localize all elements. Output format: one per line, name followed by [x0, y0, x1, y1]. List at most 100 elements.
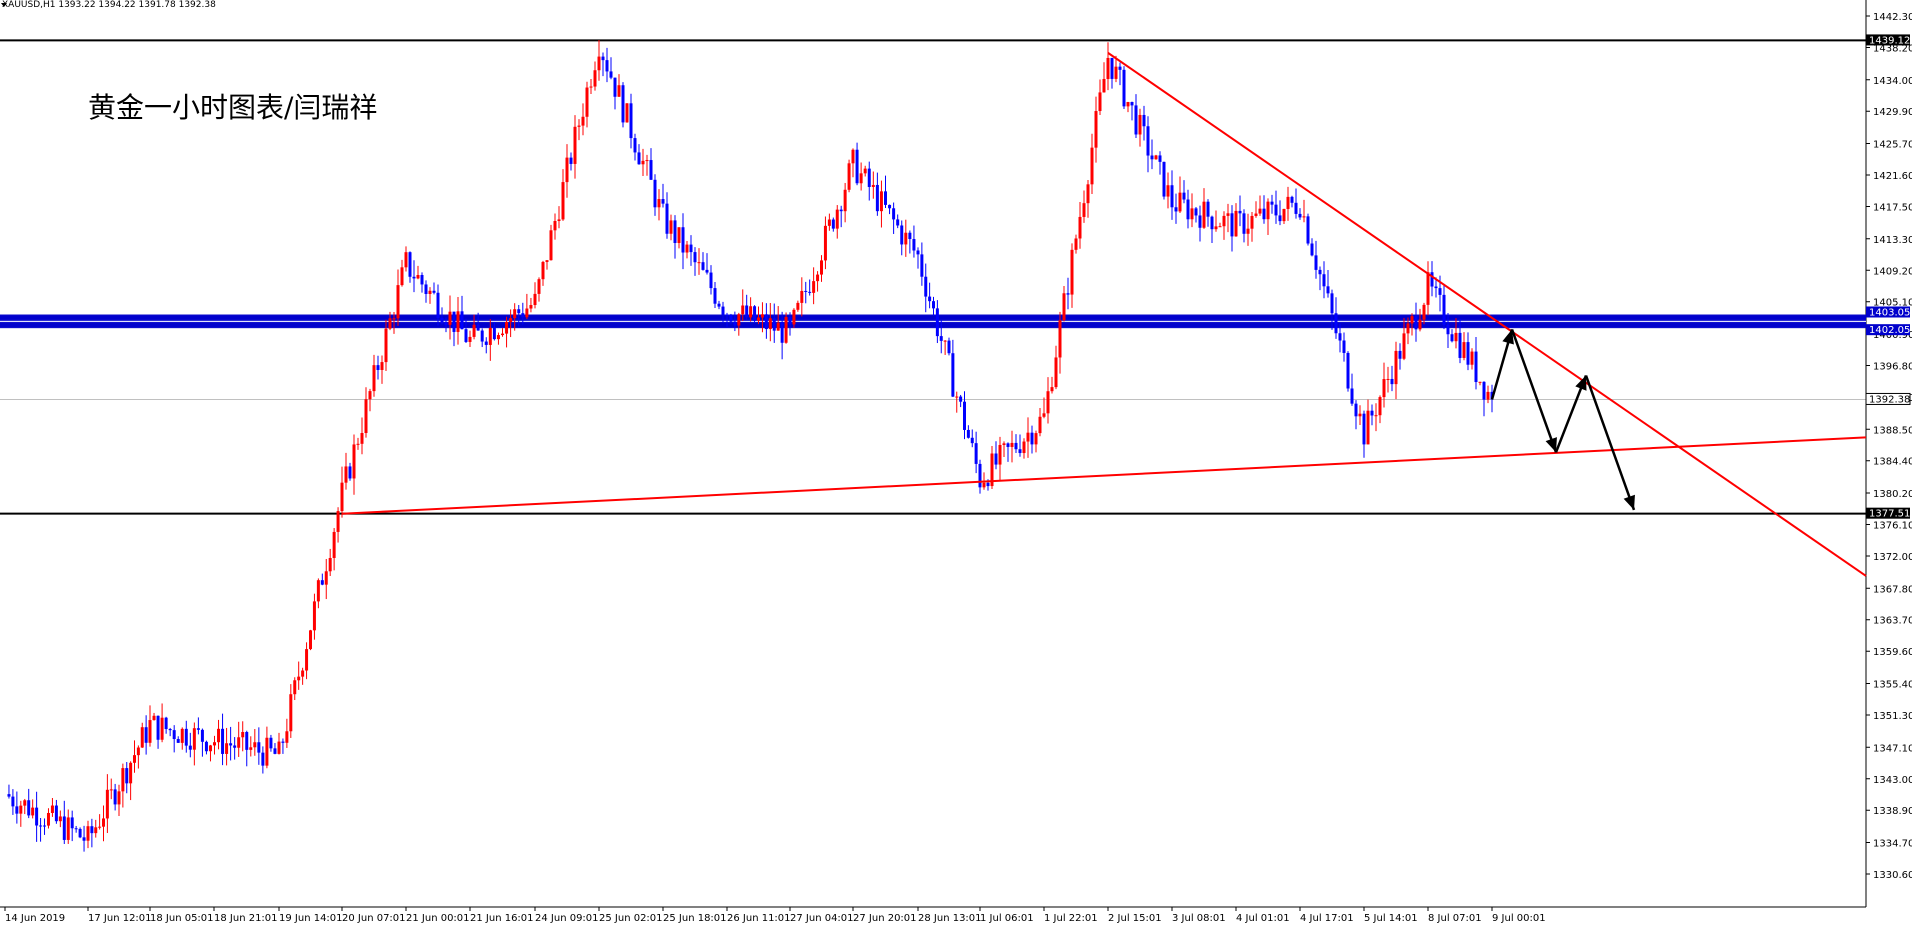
- candle-body: [505, 322, 509, 334]
- y-tick-label: 1376.10: [1873, 521, 1912, 532]
- candle-body: [780, 322, 784, 343]
- candle-body: [472, 324, 476, 337]
- candle-body: [464, 329, 468, 342]
- candle-body: [784, 316, 788, 343]
- candle-body: [164, 717, 168, 730]
- candle-body: [1138, 114, 1142, 135]
- y-tick-label: 1438.20: [1873, 43, 1912, 54]
- candle-body: [757, 317, 760, 321]
- candle-body: [188, 745, 192, 750]
- candle-body: [269, 737, 273, 749]
- candle-body: [851, 149, 855, 164]
- candle-body: [233, 745, 237, 748]
- candle-body: [1062, 293, 1066, 321]
- candle-body: [737, 314, 741, 326]
- candle-body: [285, 731, 289, 743]
- candle-body: [297, 676, 301, 681]
- candle-body: [384, 328, 388, 363]
- candle-body: [11, 796, 15, 807]
- projection-arrow-head: [1502, 329, 1514, 345]
- candle-body: [601, 56, 605, 61]
- candle-body: [613, 77, 617, 97]
- candle-body: [1230, 213, 1234, 237]
- candle-body: [368, 391, 372, 400]
- candle-body: [673, 220, 677, 243]
- candle-body: [669, 220, 673, 234]
- x-tick-label: 17 Jun 12:01: [88, 913, 152, 924]
- candle-body: [70, 817, 74, 829]
- candle-body: [1214, 226, 1218, 230]
- candle-body: [753, 306, 757, 321]
- candle-body: [966, 429, 970, 438]
- candle-body: [1486, 391, 1490, 400]
- y-tick-label: 1355.40: [1873, 680, 1912, 691]
- candle-body: [689, 244, 693, 253]
- price-tag: [1866, 34, 1910, 46]
- candle-body: [1298, 213, 1302, 218]
- candle-body: [641, 160, 645, 165]
- candle-body: [428, 290, 432, 294]
- candle-body: [733, 321, 737, 326]
- y-tick-label: 1363.70: [1873, 616, 1912, 627]
- candle-body: [916, 250, 920, 255]
- descending-resistance-trendline: [1107, 52, 1867, 577]
- candle-body: [309, 630, 312, 650]
- y-tick-label: 1338.90: [1873, 806, 1912, 817]
- candle-body: [221, 728, 225, 754]
- candle-body: [637, 152, 641, 165]
- candle-body: [1058, 320, 1062, 358]
- x-tick-label: 25 Jun 02:01: [599, 913, 663, 924]
- candle-body: [827, 219, 831, 226]
- candle-body: [1318, 269, 1322, 275]
- candle-body: [1078, 216, 1082, 239]
- candle-body: [1418, 319, 1422, 330]
- y-tick-label: 1400.90: [1873, 330, 1912, 341]
- candle-body: [1122, 69, 1126, 107]
- candle-body: [1370, 410, 1374, 416]
- candle-body: [1134, 105, 1138, 135]
- x-tick-label: 1 Jul 22:01: [1044, 913, 1098, 924]
- y-tick-label: 1396.80: [1873, 361, 1912, 372]
- candle-body: [136, 747, 140, 756]
- projection-arrow-head: [1545, 437, 1557, 453]
- candle-body: [1438, 288, 1442, 295]
- candle-body: [900, 225, 904, 245]
- candle-body: [943, 340, 947, 342]
- y-tick-label: 1434.00: [1873, 76, 1912, 87]
- candle-body: [581, 116, 585, 126]
- candle-body: [1246, 228, 1250, 234]
- candle-body: [217, 728, 221, 743]
- candle-body: [705, 269, 709, 273]
- candle-body: [843, 189, 847, 212]
- candle-body: [105, 789, 109, 819]
- candle-body: [1278, 215, 1282, 222]
- candle-body: [140, 727, 144, 748]
- candle-body: [184, 728, 188, 746]
- candle-body: [152, 715, 156, 721]
- candle-body: [920, 254, 924, 277]
- candle-body: [480, 330, 484, 342]
- candle-body: [15, 806, 19, 814]
- candle-body: [1174, 207, 1178, 212]
- candle-body: [1018, 449, 1022, 454]
- candle-body: [39, 825, 43, 827]
- y-tick-label: 1334.70: [1873, 839, 1912, 850]
- candle-body: [509, 318, 513, 323]
- candle-body: [553, 220, 557, 231]
- x-tick-label: 19 Jun 14:01: [279, 913, 343, 924]
- candle-body: [597, 56, 601, 71]
- price-tag-label: 1403.05: [1869, 307, 1910, 318]
- price-tag-label: 1392.38: [1869, 394, 1910, 405]
- candle-body: [1094, 111, 1098, 148]
- candle-body: [729, 315, 733, 322]
- candle-body: [661, 199, 665, 204]
- candle-body: [496, 335, 500, 340]
- candle-body: [113, 789, 117, 805]
- candle-body: [867, 168, 871, 187]
- candle-body: [1162, 161, 1166, 197]
- candle-body: [444, 322, 448, 325]
- candle-body: [1326, 286, 1330, 294]
- candle-body: [998, 444, 1002, 465]
